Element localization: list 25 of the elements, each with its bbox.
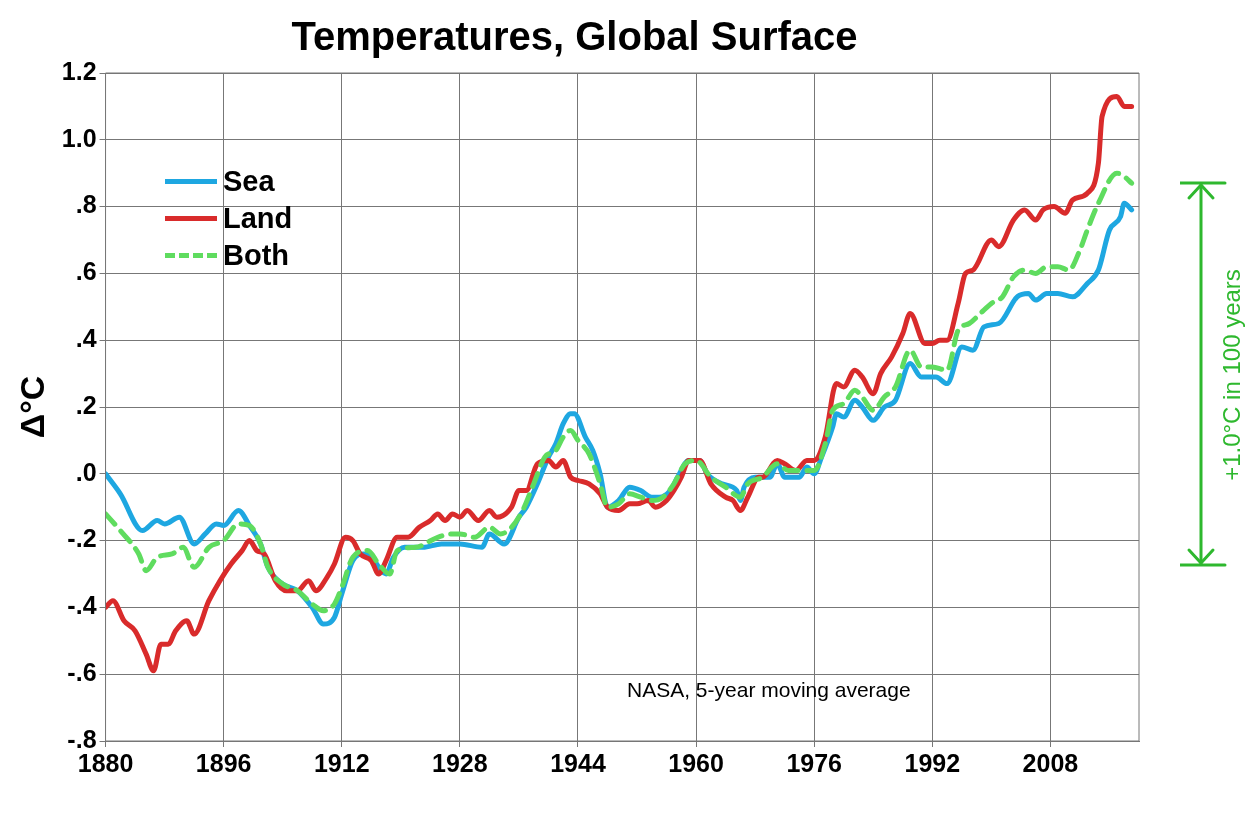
annotation: NASA, 5-year moving average: [627, 678, 911, 702]
y-axis-title: Δ°C: [12, 375, 51, 439]
x-tick-label: 1896: [195, 748, 252, 777]
y-tick-label: -.6: [67, 658, 97, 687]
y-tick-label: .4: [75, 324, 97, 353]
text: +1.0°C in 100 years: [1218, 269, 1246, 481]
y-tick-label: .6: [75, 257, 97, 286]
y-tick-label: -.2: [67, 524, 97, 553]
x-tick-label: 1960: [668, 748, 724, 777]
legend-label: Sea: [223, 164, 275, 199]
y-tick-label: .8: [75, 190, 97, 219]
legend-label: Both: [223, 238, 290, 273]
x-tick-label: 1944: [550, 748, 606, 777]
chart-title: Temperatures, Global Surface: [291, 14, 858, 59]
y-tick-label: 1.0: [61, 123, 97, 152]
y-tick-label: .0: [75, 457, 97, 486]
x-tick-label: 2008: [1022, 748, 1079, 777]
legend-label: Land: [223, 201, 293, 236]
y-tick-label: -.4: [67, 591, 97, 620]
x-tick-label: 1992: [904, 748, 961, 777]
x-tick-label: 1912: [313, 748, 370, 777]
y-tick-label: .2: [75, 390, 97, 419]
y-tick-label: 1.2: [61, 56, 97, 85]
x-tick-label: 1928: [432, 748, 488, 777]
x-tick-label: 1976: [786, 748, 843, 777]
